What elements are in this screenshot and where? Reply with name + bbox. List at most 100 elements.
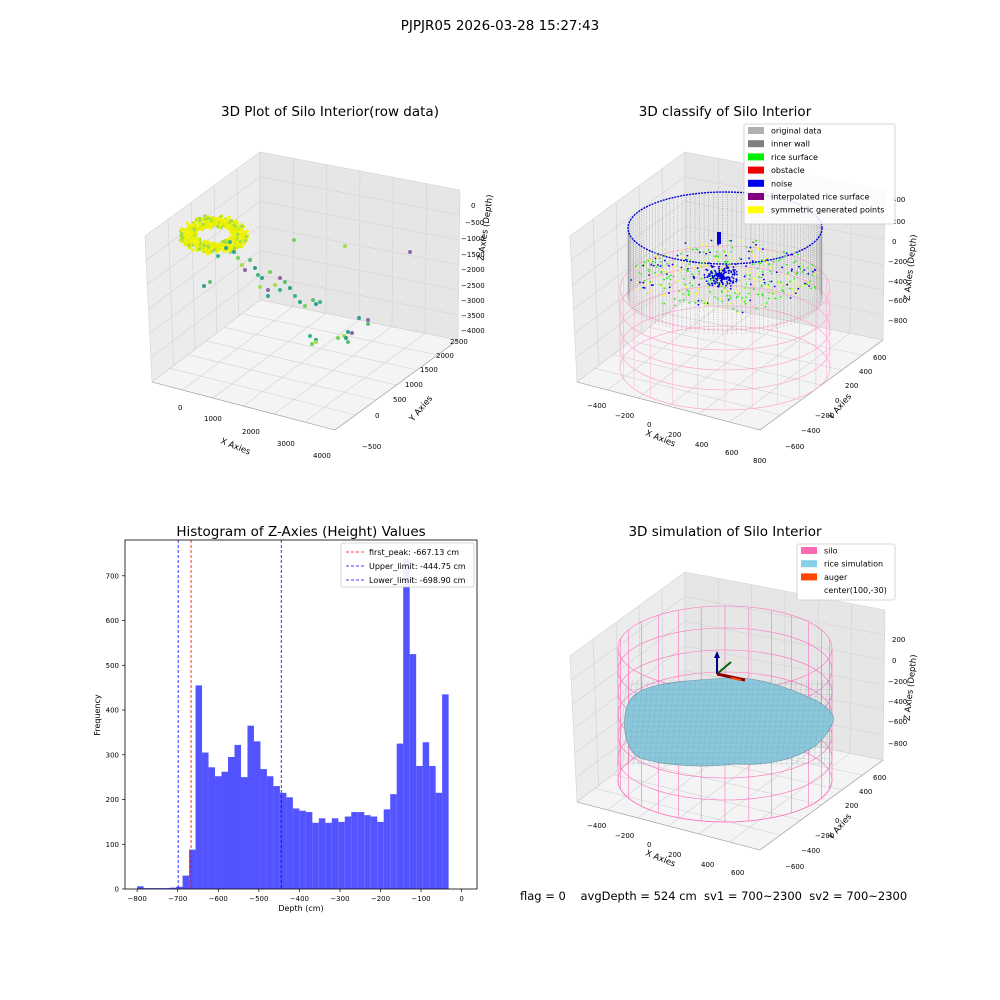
- data-point: [192, 237, 196, 241]
- surface-point: [735, 296, 738, 299]
- surface-point: [751, 263, 754, 266]
- surface-point: [755, 307, 758, 310]
- data-point: [192, 228, 196, 232]
- surface-point: [670, 283, 672, 286]
- surface-point: [656, 273, 659, 276]
- data-point: [293, 294, 297, 298]
- data-point: [193, 220, 197, 224]
- data-point: [366, 318, 370, 322]
- surface-point: [682, 292, 685, 295]
- surface-point: [764, 282, 767, 285]
- noise-point: [719, 273, 722, 276]
- surface-point: [761, 273, 764, 276]
- surface-point: [765, 257, 767, 260]
- surface-point: [666, 262, 669, 265]
- data-point: [266, 288, 270, 292]
- noise-point: [709, 273, 711, 276]
- histogram-bar: [143, 888, 151, 889]
- surface-point: [725, 304, 728, 307]
- mesh-line: [696, 679, 707, 767]
- data-point: [233, 240, 237, 244]
- noise-point: [729, 279, 732, 282]
- surface-point: [672, 270, 675, 273]
- raw-xtick: 1000: [204, 415, 222, 423]
- surface-point: [760, 276, 763, 279]
- surface-point: [685, 267, 688, 270]
- y-axis-label: Frequency: [93, 694, 102, 736]
- cls-xtick: 200: [668, 431, 681, 439]
- surface-point: [692, 261, 695, 263]
- surface-point: [758, 290, 760, 293]
- data-point: [232, 233, 236, 237]
- axis-line: [334, 339, 459, 431]
- surface-point: [687, 270, 689, 273]
- surface-point: [772, 263, 775, 266]
- surface-point: [765, 261, 768, 264]
- surface-point: [654, 257, 657, 260]
- data-point: [182, 233, 186, 237]
- noise-point: [717, 273, 720, 276]
- data-point: [200, 228, 204, 232]
- mesh-line: [802, 679, 813, 767]
- raw-ytick: 0: [375, 412, 379, 420]
- x-tick-label: −700: [168, 895, 187, 903]
- surface-point: [768, 263, 771, 265]
- surface-point: [663, 278, 666, 281]
- surface-point: [807, 266, 809, 269]
- data-point: [298, 300, 302, 304]
- surface-point: [736, 295, 739, 298]
- data-point: [314, 340, 318, 344]
- surface-point: [723, 250, 726, 253]
- sim-y-ticks: −600 −400 −200 0 200 400 600: [785, 774, 886, 871]
- surface-point: [716, 257, 718, 259]
- surface-point: [734, 263, 737, 266]
- histogram-bar: [318, 818, 326, 889]
- surface-point: [748, 278, 751, 281]
- surface-point: [764, 305, 767, 308]
- data-point: [258, 285, 262, 289]
- surface-point: [729, 296, 732, 299]
- surface-point: [766, 285, 769, 288]
- grid-line: [684, 275, 884, 316]
- data-point: [288, 286, 292, 290]
- legend-swatch: [748, 193, 764, 200]
- surface-point: [704, 255, 707, 258]
- y-tick-label: 100: [106, 841, 119, 849]
- data-point: [208, 280, 212, 284]
- surface-point: [815, 284, 818, 286]
- surface-point: [649, 289, 652, 292]
- legend-swatch: [748, 179, 764, 187]
- data-point: [243, 268, 247, 272]
- surface-point: [760, 284, 763, 287]
- surface-point: [724, 305, 727, 308]
- mesh-line: [680, 679, 691, 767]
- mesh-line: [744, 679, 755, 767]
- surface-point: [744, 302, 747, 305]
- surface-point: [634, 267, 637, 270]
- noise-point: [727, 269, 730, 272]
- surface-point: [704, 299, 707, 302]
- surface-point: [698, 263, 701, 266]
- histogram-bar: [344, 816, 352, 889]
- surface-point: [663, 293, 666, 296]
- cls-ytick: −200: [815, 412, 834, 420]
- surface-point: [724, 287, 726, 289]
- surface-point: [761, 293, 764, 295]
- surface-point: [745, 296, 748, 299]
- data-point: [215, 220, 219, 224]
- histogram-vlines: [177, 540, 282, 889]
- noise-point: [727, 272, 730, 274]
- legend-swatch: [748, 153, 764, 161]
- grid-line: [684, 645, 885, 686]
- histogram-bar: [137, 886, 144, 889]
- data-point: [238, 235, 243, 240]
- histogram-bar: [202, 752, 209, 889]
- surface-point: [774, 297, 777, 300]
- noise-point: [729, 284, 732, 287]
- histogram-bar: [377, 821, 384, 889]
- data-point: [266, 294, 270, 298]
- histogram-title: Histogram of Z-Axies (Height) Values: [176, 524, 425, 540]
- grid-line: [259, 151, 461, 191]
- mesh-line: [749, 679, 760, 767]
- mesh-line: [733, 679, 744, 767]
